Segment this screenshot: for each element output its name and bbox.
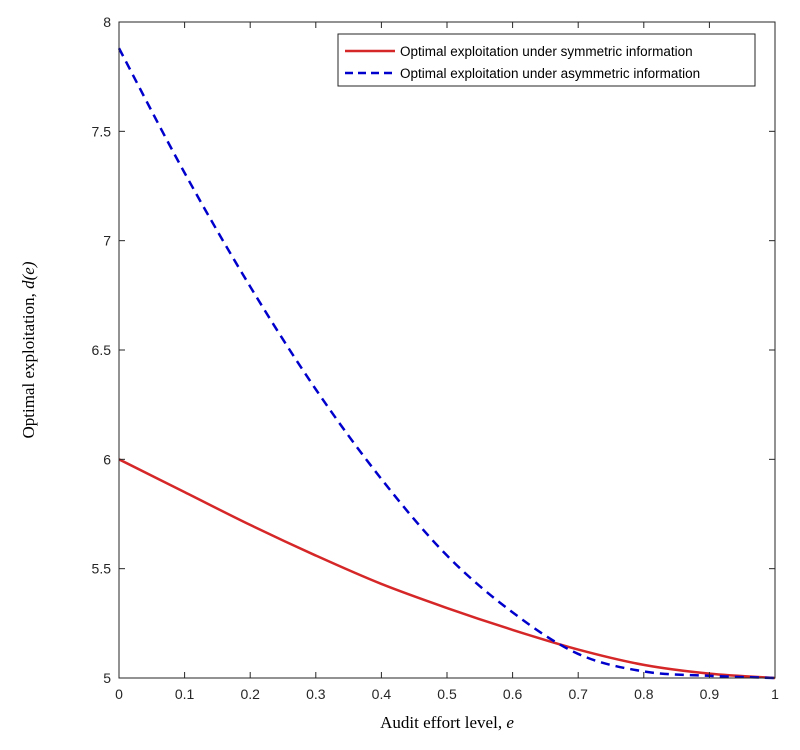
x-tick-label: 0.9 [700,686,720,702]
plot-area [117,47,776,680]
x-tick-label: 0 [115,686,123,702]
legend: Optimal exploitation under symmetric inf… [337,33,756,87]
x-tick-label: 0.5 [437,686,457,702]
x-tick-label: 0.4 [372,686,392,702]
x-tick-label: 0.3 [306,686,326,702]
legend-box [337,33,756,87]
x-tick-label: 0.7 [568,686,588,702]
y-tick-label: 8 [103,14,111,30]
x-tick-label: 0.1 [175,686,195,702]
y-tick-label: 7 [103,233,111,249]
x-axis-label: Audit effort level, e [380,713,514,732]
y-tick-label: 7.5 [92,123,112,139]
legend-label-asymmetric: Optimal exploitation under asymmetric in… [400,66,700,81]
series-line-symmetric [118,458,776,680]
x-tick-label: 0.8 [634,686,654,702]
legend-label-symmetric: Optimal exploitation under symmetric inf… [400,44,693,59]
y-tick-label: 5.5 [92,561,112,577]
y-tick-label: 6 [103,451,111,467]
x-tick-label: 0.6 [503,686,523,702]
y-tick-label: 6.5 [92,342,112,358]
series-line-asymmetric [117,47,776,680]
x-tick-label: 0.2 [240,686,260,702]
y-tick-label: 5 [103,670,111,686]
axis-ticks: 0 0.1 0.2 0.3 0.4 0.5 0.6 0.7 0.8 0.9 1 5 5.5 6 6.5 7 7.… [92,14,780,702]
y-axis-label: Optimal exploitation, d(e) [19,261,38,438]
x-tick-label: 1 [771,686,779,702]
